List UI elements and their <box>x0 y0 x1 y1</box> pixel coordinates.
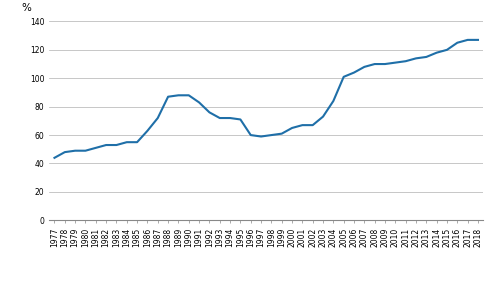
Text: %: % <box>21 3 31 13</box>
